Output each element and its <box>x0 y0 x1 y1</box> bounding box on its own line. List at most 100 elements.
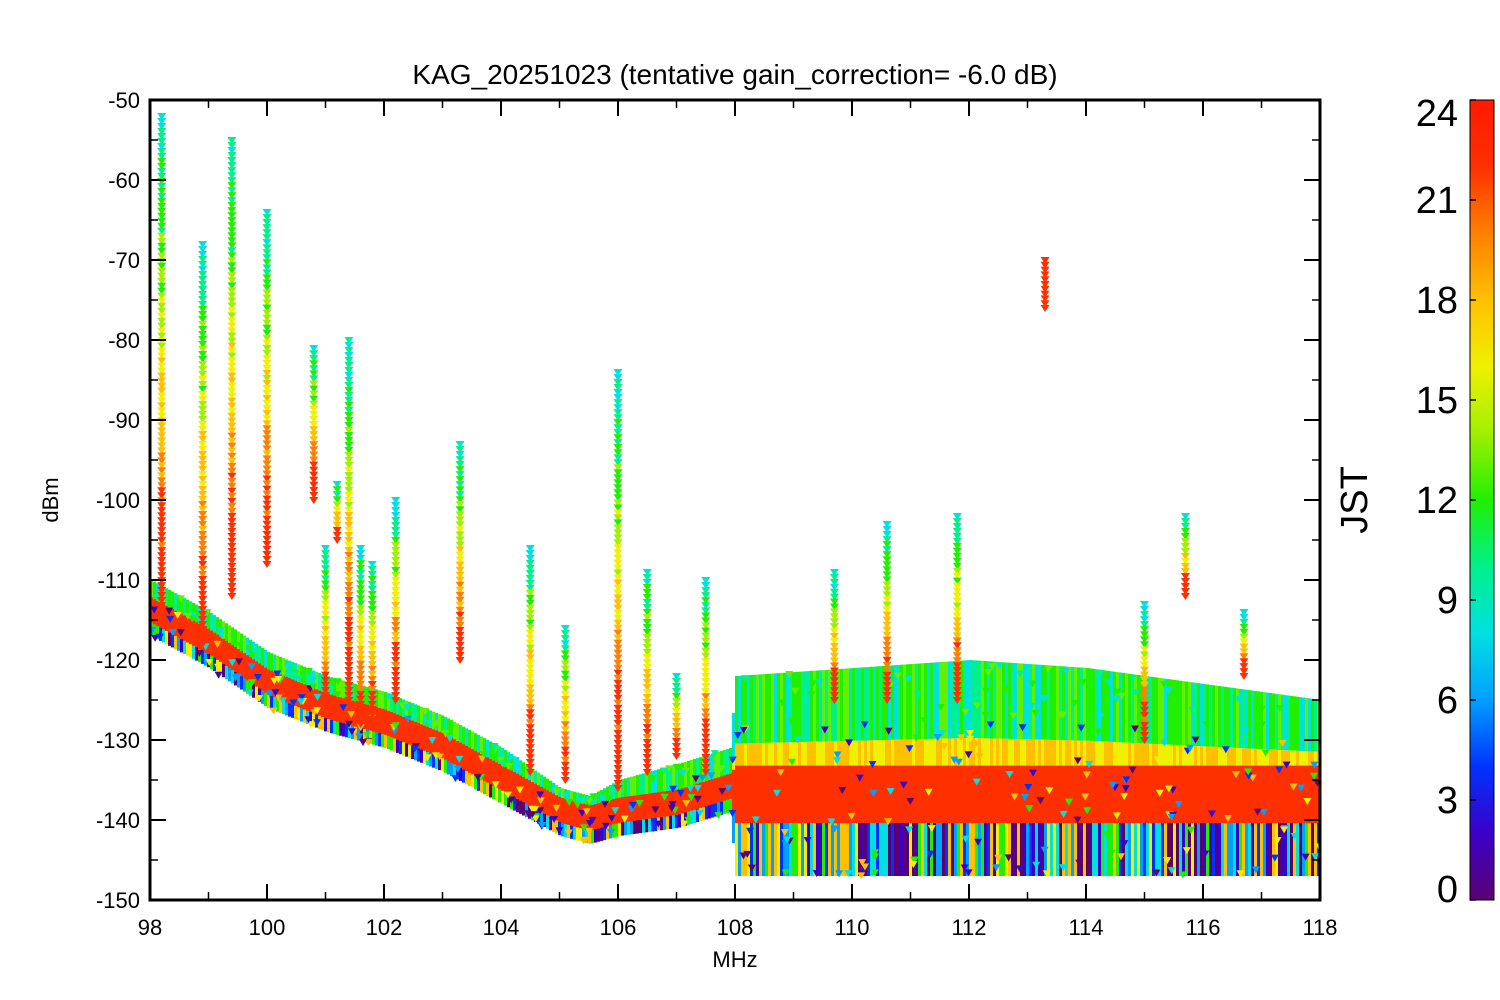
signal-marker <box>227 332 237 340</box>
signal-marker <box>701 662 711 670</box>
floor-point-marker <box>1040 846 1049 854</box>
signal-marker <box>560 695 570 703</box>
signal-marker <box>321 595 330 603</box>
signal-marker <box>455 441 465 448</box>
signal-marker <box>227 547 237 555</box>
signal-marker <box>344 662 354 669</box>
floor-point-marker <box>627 805 636 813</box>
floor-point-marker <box>1028 759 1037 767</box>
floor-lower-segment <box>1014 818 1018 876</box>
floor-point-marker <box>1002 685 1011 693</box>
floor-lower-segment <box>1302 818 1306 876</box>
floor-core-segment <box>240 651 244 677</box>
floor-lower-segment <box>414 745 418 761</box>
floor-upper-segment <box>1173 679 1177 745</box>
floor-upper-segment <box>1293 696 1297 751</box>
floor-point-marker <box>733 731 742 739</box>
floor-upper-segment <box>1239 688 1243 749</box>
signal-marker <box>198 401 208 408</box>
floor-mid-segment <box>1272 749 1276 772</box>
floor-upper-segment <box>672 765 676 791</box>
floor-upper-segment <box>735 676 739 744</box>
floor-point-marker <box>425 719 434 727</box>
floor-point-marker <box>807 691 816 699</box>
floor-upper-segment <box>414 704 418 726</box>
floor-upper-segment <box>177 594 181 616</box>
signal-marker <box>309 365 319 373</box>
floor-point-marker <box>473 773 482 781</box>
floor-upper-segment <box>426 709 430 731</box>
signal-marker <box>391 677 401 684</box>
floor-core-segment <box>759 765 763 824</box>
floor-point-marker <box>1116 853 1125 861</box>
floor-lower-segment <box>1011 818 1015 876</box>
floor-core-segment <box>924 765 928 824</box>
floor-upper-segment <box>648 771 652 796</box>
floor-mid-segment <box>1125 742 1129 772</box>
signal-marker <box>157 302 167 310</box>
floor-upper-segment <box>714 752 718 779</box>
floor-mid-segment <box>879 740 883 772</box>
signal-marker <box>701 602 711 610</box>
floor-upper-segment <box>456 723 460 745</box>
floor-upper-segment <box>336 678 340 700</box>
floor-core-segment <box>1245 765 1249 824</box>
floor-upper-segment <box>225 623 229 645</box>
signal-marker <box>321 666 330 674</box>
floor-upper-segment <box>330 677 334 699</box>
floor-upper-segment <box>402 699 406 721</box>
signal-marker <box>344 522 354 529</box>
x-tick-label: 112 <box>951 915 986 940</box>
signal-marker <box>642 704 652 711</box>
floor-mid-segment <box>912 739 916 772</box>
floor-lower-segment <box>447 760 451 775</box>
floor-point-marker <box>536 791 545 799</box>
floor-core-segment <box>180 614 184 640</box>
floor-core-segment <box>408 719 412 745</box>
signal-marker <box>1040 271 1050 279</box>
floor-core-segment <box>1080 765 1084 824</box>
floor-mid-segment <box>792 742 796 772</box>
signal-marker <box>642 684 652 691</box>
signal-marker <box>321 686 330 694</box>
signal-marker <box>701 678 711 686</box>
floor-point-marker <box>1112 812 1121 820</box>
signal-marker <box>356 660 366 668</box>
floor-lower-segment <box>273 696 277 711</box>
floor-lower-segment <box>717 801 721 816</box>
floor-lower-segment <box>972 818 976 876</box>
floor-core-segment <box>525 778 529 804</box>
signal-marker <box>262 239 272 247</box>
floor-mid-segment <box>732 759 736 777</box>
floor-core-segment <box>882 765 886 824</box>
signal-marker <box>613 419 623 427</box>
floor-core-segment <box>1077 765 1081 824</box>
floor-core-segment <box>207 628 211 654</box>
floor-mid-segment <box>1122 742 1126 772</box>
floor-lower-segment <box>987 818 991 876</box>
floor-upper-segment <box>969 660 973 738</box>
signal-marker <box>198 436 208 443</box>
floor-mid-segment <box>1080 740 1084 772</box>
floor-upper-segment <box>651 770 655 795</box>
floor-point-marker <box>423 754 432 762</box>
signal-marker <box>321 631 330 639</box>
floor-mid-segment <box>816 741 820 772</box>
floor-lower-segment <box>474 774 478 790</box>
signal-marker <box>613 559 623 567</box>
signal-marker <box>455 601 465 609</box>
signal-marker <box>198 286 208 293</box>
floor-upper-segment <box>1023 663 1027 740</box>
signal-marker <box>356 625 366 633</box>
signal-marker <box>321 636 330 644</box>
signal-marker <box>157 382 167 390</box>
floor-upper-segment <box>1221 686 1225 748</box>
floor-lower-segment <box>1314 818 1318 876</box>
floor-upper-segment <box>1155 677 1159 745</box>
floor-lower-segment <box>912 818 916 876</box>
signal-marker <box>829 662 839 670</box>
signal-marker <box>613 744 623 752</box>
floor-point-marker <box>1120 840 1129 848</box>
floor-point-marker <box>528 811 537 819</box>
signal-marker <box>882 661 892 669</box>
